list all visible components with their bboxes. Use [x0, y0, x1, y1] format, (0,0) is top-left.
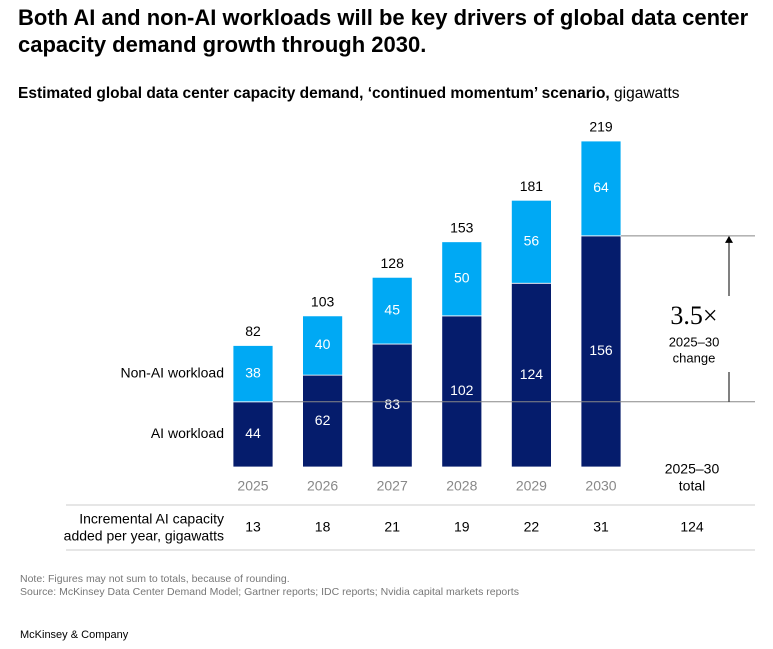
value-label: 124: [520, 366, 544, 382]
value-label: 50: [454, 270, 470, 286]
chart-subtitle: Estimated global data center capacity de…: [18, 85, 610, 102]
value-label: 156: [589, 342, 613, 358]
value-label: 64: [593, 179, 609, 195]
bar-segment: [302, 315, 344, 376]
note: Note: Figures may not sum to totals, bec…: [20, 573, 290, 585]
value-label: 44: [245, 425, 261, 441]
x-tick-label: 2029: [516, 478, 547, 494]
bar-segment: [371, 276, 413, 345]
total-label: 103: [311, 294, 335, 310]
legend-label: AI workload: [151, 425, 224, 441]
bar-segment: [580, 235, 622, 468]
bar-segment: [510, 199, 552, 284]
bar-segment: [510, 282, 552, 468]
annotation-label: change: [673, 350, 716, 365]
total-label: 82: [245, 323, 261, 339]
row-label: Incremental AI capacity: [79, 511, 224, 527]
value-label: 38: [245, 364, 261, 380]
subtitle-row: Estimated global data center capacity de…: [18, 85, 680, 103]
x-tick-label: 2030: [585, 478, 616, 494]
footer: McKinsey & Company: [20, 629, 129, 641]
value-label: 62: [315, 412, 331, 428]
arrow-head: [725, 235, 733, 243]
x-tick-label: 2028: [446, 478, 477, 494]
bar-segment: [232, 345, 274, 403]
bar-segment: [580, 140, 622, 237]
row-label: added per year, gigawatts: [64, 528, 224, 544]
incremental-value: 31: [593, 519, 609, 535]
bar-segment: [441, 241, 483, 317]
value-label: 45: [384, 301, 400, 317]
incremental-value: 18: [315, 519, 331, 535]
bar-segment: [232, 401, 274, 468]
value-label: 40: [315, 336, 331, 352]
total-column-label: 2025–30: [665, 461, 720, 477]
value-label: 102: [450, 382, 474, 398]
total-column-label: total: [679, 478, 705, 494]
x-tick-label: 2027: [377, 478, 408, 494]
total-label: 219: [589, 119, 613, 135]
x-tick-label: 2025: [237, 478, 268, 494]
subtitle-unit: gigawatts: [614, 85, 680, 102]
incremental-value: 22: [524, 519, 540, 535]
incremental-value: 21: [384, 519, 400, 535]
value-label: 83: [384, 396, 400, 412]
annotation-multiplier: 3.5×: [670, 301, 717, 330]
incremental-value: 19: [454, 519, 470, 535]
total-label: 181: [520, 178, 544, 194]
chart-title: Both AI and non-AI workloads will be key…: [18, 5, 749, 57]
bar-segment: [441, 315, 483, 468]
value-label: 56: [524, 232, 540, 248]
total-label: 153: [450, 219, 474, 235]
notes: Note: Figures may not sum to totals, bec…: [20, 573, 519, 599]
annotation-bg: [652, 296, 736, 372]
incremental-total: 124: [680, 519, 704, 535]
source: Source: McKinsey Data Center Demand Mode…: [20, 586, 519, 598]
legend-label: Non-AI workload: [121, 364, 225, 380]
annotation-label: 2025–30: [669, 334, 720, 349]
total-label: 128: [381, 255, 405, 271]
x-tick-label: 2026: [307, 478, 338, 494]
incremental-value: 13: [245, 519, 261, 535]
